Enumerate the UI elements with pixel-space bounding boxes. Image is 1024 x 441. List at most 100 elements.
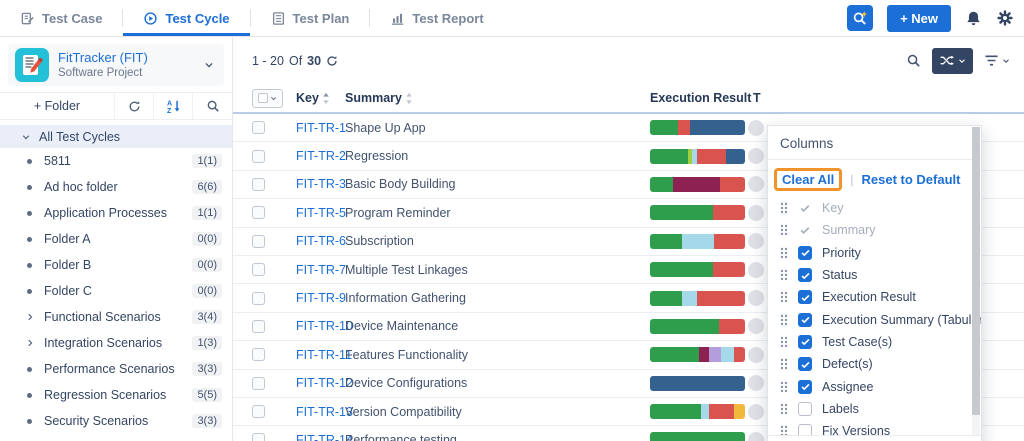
execution-result-bar: [650, 290, 745, 306]
drag-handle-icon[interactable]: [780, 314, 788, 326]
folder-item-performance-scenarios[interactable]: Performance Scenarios 3(3): [0, 356, 232, 382]
notifications-bell-icon[interactable]: [965, 10, 982, 27]
row-key-link[interactable]: FIT-TR-1: [296, 120, 346, 135]
row-key-link[interactable]: FIT-TR-14: [296, 432, 353, 441]
folder-item-functional-scenarios[interactable]: Functional Scenarios 3(4): [0, 304, 232, 330]
table-row: FIT-TR-5 Program Reminder: [233, 199, 1024, 228]
pagination: 1 - 20 Of 30: [252, 54, 338, 68]
row-key-link[interactable]: FIT-TR-10: [296, 319, 353, 334]
folder-item-folder-a[interactable]: Folder A 0(0): [0, 226, 232, 252]
refresh-icon[interactable]: [326, 55, 338, 67]
folder-label: Folder A: [44, 232, 91, 246]
row-key-link[interactable]: FIT-TR-11: [296, 347, 353, 362]
drag-handle-icon[interactable]: [780, 202, 788, 214]
column-checkbox-checked[interactable]: [798, 379, 812, 394]
row-checkbox[interactable]: [252, 405, 265, 419]
test-report-icon: [390, 11, 405, 26]
scrollbar-thumb[interactable]: [972, 127, 980, 415]
tab-test-report[interactable]: Test Report: [370, 0, 503, 36]
drag-handle-icon[interactable]: [780, 336, 788, 348]
drag-handle-icon[interactable]: [780, 224, 788, 236]
folder-item-security-scenarios[interactable]: Security Scenarios 3(3): [0, 408, 232, 434]
select-all-dropdown[interactable]: [252, 88, 283, 108]
row-key-link[interactable]: FIT-TR-9: [296, 291, 346, 306]
tab-test-cycle[interactable]: Test Cycle: [123, 0, 250, 36]
column-item-summary: Summary: [768, 219, 981, 241]
row-key-link[interactable]: FIT-TR-13: [296, 404, 353, 419]
folder-item-integration-scenarios[interactable]: Integration Scenarios 1(3): [0, 330, 232, 356]
project-selector[interactable]: FitTracker (FIT) Software Project: [8, 44, 224, 86]
column-checkbox-checked[interactable]: [798, 290, 812, 305]
folder-item-folder-b[interactable]: Folder B 0(0): [0, 252, 232, 278]
folder-search-icon[interactable]: [193, 93, 232, 119]
row-key-link[interactable]: FIT-TR-5: [296, 205, 346, 220]
new-button[interactable]: + New: [887, 4, 951, 32]
drag-handle-icon[interactable]: [780, 247, 788, 259]
drag-handle-icon[interactable]: [780, 269, 788, 281]
row-checkbox[interactable]: [252, 319, 265, 333]
search-icon[interactable]: [906, 53, 921, 68]
row-checkbox[interactable]: [252, 177, 265, 191]
row-key-link[interactable]: FIT-TR-7: [296, 262, 346, 277]
folder-item-folder-c[interactable]: Folder C 0(0): [0, 278, 232, 304]
row-checkbox[interactable]: [252, 149, 265, 163]
folder-item-ad-hoc-folder[interactable]: Ad hoc folder 6(6): [0, 174, 232, 200]
row-summary: Performance testing: [345, 432, 457, 441]
column-checkbox-checked[interactable]: [798, 334, 812, 349]
tab-label: Test Plan: [292, 10, 350, 26]
drag-handle-icon[interactable]: [780, 358, 788, 370]
columns-config-button[interactable]: [932, 47, 973, 74]
bar-segment-red: [719, 318, 745, 334]
panel-scrollbar[interactable]: [972, 127, 980, 435]
column-checkbox-disabled: [798, 202, 812, 214]
column-label: Execution Result: [822, 290, 916, 305]
row-checkbox[interactable]: [252, 234, 265, 248]
bullet-dot-icon: [24, 210, 35, 216]
reset-to-default-link[interactable]: Reset to Default: [861, 172, 961, 187]
filter-icon: [984, 54, 999, 67]
key-column-header[interactable]: Key: [296, 91, 345, 105]
folder-label: Regression Scenarios: [44, 388, 167, 402]
folder-item-regression-scenarios[interactable]: Regression Scenarios 5(5): [0, 382, 232, 408]
column-checkbox-checked[interactable]: [798, 245, 812, 260]
row-checkbox[interactable]: [252, 376, 265, 390]
bullet-dot-icon: [24, 366, 35, 372]
row-checkbox[interactable]: [252, 206, 265, 220]
row-checkbox[interactable]: [252, 433, 265, 441]
row-checkbox[interactable]: [252, 263, 265, 277]
filter-button[interactable]: [984, 54, 1010, 67]
drag-handle-icon[interactable]: [780, 381, 788, 393]
add-folder-button[interactable]: + Folder: [0, 93, 115, 119]
row-checkbox[interactable]: [252, 348, 265, 362]
row-checkbox-cell: [233, 177, 296, 191]
column-checkbox-checked[interactable]: [798, 268, 812, 283]
column-checkbox-unchecked[interactable]: [798, 401, 812, 416]
clear-all-link[interactable]: Clear All: [782, 172, 835, 187]
folder-item-5811[interactable]: 5811 1(1): [0, 148, 232, 174]
tab-test-case[interactable]: Test Case: [0, 0, 122, 36]
all-test-cycles-root[interactable]: All Test Cycles: [0, 125, 232, 148]
row-checkbox[interactable]: [252, 291, 265, 305]
folder-item-application-processes[interactable]: Application Processes 1(1): [0, 200, 232, 226]
row-key-link[interactable]: FIT-TR-2: [296, 149, 346, 164]
column-checkbox-checked[interactable]: [798, 312, 812, 327]
nav-tabs: Test Case Test Cycle Test Plan Test Report: [0, 0, 504, 36]
select-all-checkbox[interactable]: [258, 93, 268, 103]
execution-result-bar: [650, 347, 745, 363]
tab-test-plan[interactable]: Test Plan: [251, 0, 370, 36]
row-key-link[interactable]: FIT-TR-3: [296, 177, 346, 192]
refresh-icon[interactable]: [115, 93, 154, 119]
row-checkbox[interactable]: [252, 121, 265, 135]
summary-column-header[interactable]: Summary: [345, 91, 650, 105]
row-key-link[interactable]: FIT-TR-12: [296, 376, 353, 391]
table-row: FIT-TR-10 Device Maintenance: [233, 313, 1024, 342]
ai-search-button[interactable]: [847, 5, 874, 31]
drag-handle-icon[interactable]: [780, 403, 788, 415]
drag-handle-icon[interactable]: [780, 291, 788, 303]
row-key-link[interactable]: FIT-TR-6: [296, 234, 346, 249]
settings-gear-icon[interactable]: [996, 9, 1014, 27]
select-all-cell: [233, 88, 296, 108]
column-checkbox-checked[interactable]: [798, 357, 812, 372]
column-checkbox-disabled: [798, 224, 812, 236]
